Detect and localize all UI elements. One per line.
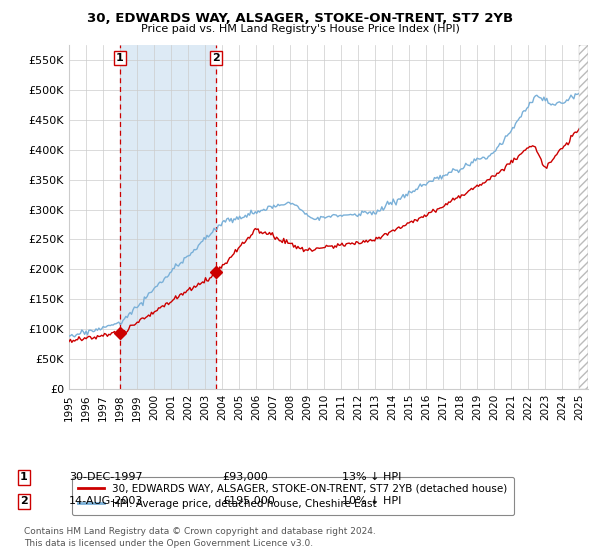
Text: 10% ↓ HPI: 10% ↓ HPI [342, 496, 401, 506]
Text: Price paid vs. HM Land Registry's House Price Index (HPI): Price paid vs. HM Land Registry's House … [140, 24, 460, 34]
Text: 30, EDWARDS WAY, ALSAGER, STOKE-ON-TRENT, ST7 2YB: 30, EDWARDS WAY, ALSAGER, STOKE-ON-TRENT… [87, 12, 513, 25]
Text: Contains HM Land Registry data © Crown copyright and database right 2024.: Contains HM Land Registry data © Crown c… [24, 528, 376, 536]
Text: 2: 2 [212, 53, 220, 63]
Text: 30-DEC-1997: 30-DEC-1997 [69, 472, 143, 482]
Legend: 30, EDWARDS WAY, ALSAGER, STOKE-ON-TRENT, ST7 2YB (detached house), HPI: Average: 30, EDWARDS WAY, ALSAGER, STOKE-ON-TRENT… [71, 477, 514, 515]
Text: This data is licensed under the Open Government Licence v3.0.: This data is licensed under the Open Gov… [24, 539, 313, 548]
Text: £195,000: £195,000 [222, 496, 275, 506]
Bar [120, 45, 215, 389]
Text: 13% ↓ HPI: 13% ↓ HPI [342, 472, 401, 482]
Text: 1: 1 [116, 53, 124, 63]
Text: 2: 2 [20, 496, 28, 506]
Text: 14-AUG-2003: 14-AUG-2003 [69, 496, 143, 506]
Text: £93,000: £93,000 [222, 472, 268, 482]
Text: 1: 1 [20, 472, 28, 482]
